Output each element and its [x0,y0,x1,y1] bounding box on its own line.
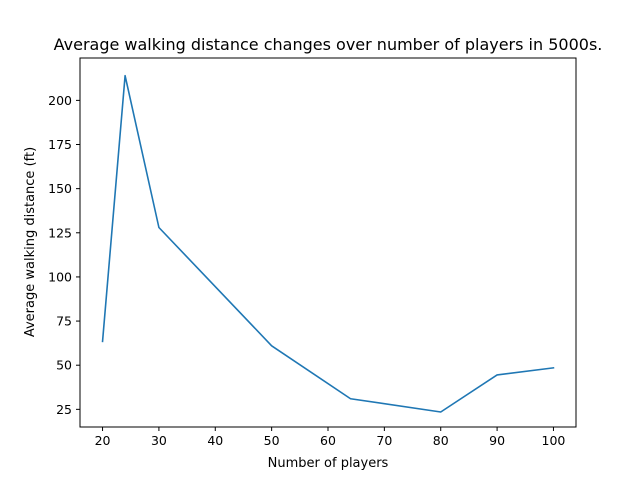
y-tick-label: 100 [48,269,72,284]
x-tick-label: 50 [264,433,280,448]
chart-title: Average walking distance changes over nu… [54,35,603,54]
x-tick-label: 70 [376,433,392,448]
x-axis-ticks: 20 30 40 50 60 70 80 90 100 [95,427,566,448]
x-tick-label: 40 [207,433,223,448]
y-tick-label: 200 [48,93,72,108]
y-axis-ticks: 25 50 75 100 125 150 175 200 [48,93,80,417]
x-tick-label: 80 [433,433,449,448]
plot-frame [79,57,577,428]
y-tick-label: 150 [48,181,72,196]
y-tick-label: 75 [56,314,72,329]
y-tick-label: 50 [56,358,72,373]
y-tick-label: 125 [48,225,72,240]
y-tick-label: 25 [56,402,72,417]
plot-area [80,58,576,427]
series-layer [101,74,555,413]
x-tick-label: 20 [95,433,111,448]
x-tick-label: 100 [542,433,566,448]
y-axis-label: Average walking distance (ft) [23,147,38,337]
x-tick-label: 90 [489,433,505,448]
x-axis-label: Number of players [268,456,389,471]
x-tick-label: 30 [151,433,167,448]
series-line [101,74,555,413]
x-tick-label: 60 [320,433,336,448]
y-tick-label: 175 [48,137,72,152]
